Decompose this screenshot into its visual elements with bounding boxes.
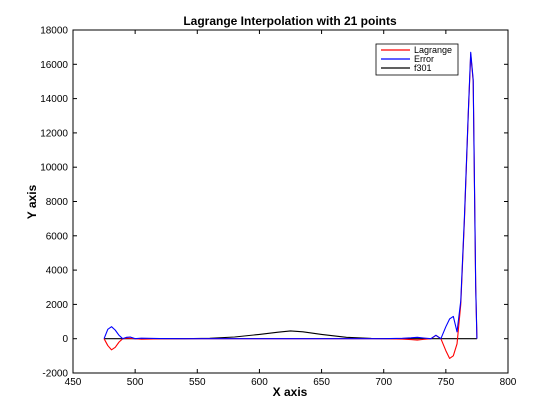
y-tick-label: -2000: [42, 369, 68, 380]
ticks-layer: 450 500 550 600 650 700 750 800 -2000 0 2000 4000 60…: [40, 26, 517, 389]
axes: [72, 29, 509, 374]
y-tick-label: 12000: [40, 128, 68, 139]
y-tick-label: 14000: [40, 94, 68, 105]
x-tick-label: 750: [438, 377, 455, 388]
y-tick-label: 18000: [40, 26, 68, 37]
x-tick-label: 550: [189, 377, 206, 388]
series-layer: [103, 51, 478, 359]
series-line-error: [103, 51, 478, 340]
y-tick-label: 2000: [46, 300, 69, 311]
x-tick-label: 700: [375, 377, 392, 388]
legend-label: Lagrange: [414, 45, 452, 55]
x-tick-label: 650: [313, 377, 330, 388]
x-tick-label: 800: [500, 377, 517, 388]
x-tick-label: 500: [127, 377, 144, 388]
chart-title: Lagrange Interpolation with 21 points: [183, 14, 397, 28]
legend-label: Error: [414, 54, 434, 64]
y-tick-label: 10000: [40, 163, 68, 174]
y-tick-label: 0: [62, 334, 68, 345]
y-axis-label: Y axis: [25, 184, 39, 219]
x-tick-label: 450: [65, 377, 82, 388]
y-tick-label: 4000: [46, 266, 69, 277]
plot-area-frame: [72, 29, 509, 374]
y-tick-label: 8000: [46, 197, 69, 208]
y-tick-label: 6000: [46, 231, 69, 242]
x-tick-label: 600: [251, 377, 268, 388]
legend-label: f301: [414, 63, 432, 73]
x-axis-label: X axis: [273, 385, 308, 399]
y-tick-label: 16000: [40, 60, 68, 71]
